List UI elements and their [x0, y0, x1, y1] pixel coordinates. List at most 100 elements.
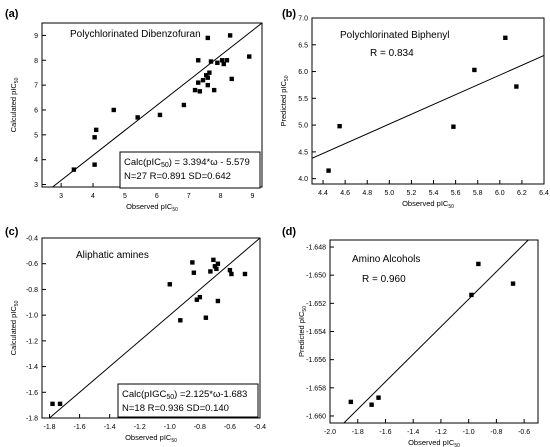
panel-label: (b)	[282, 8, 296, 20]
x-tick-label: -0.8	[490, 429, 502, 436]
y-axis-label: Calculated pIC50	[9, 300, 20, 355]
data-point	[194, 297, 200, 302]
y-axis-label: Predicted pIC50	[279, 75, 290, 126]
x-tick-label: 4.6	[340, 190, 350, 197]
y-tick-label: 4.5	[298, 149, 308, 156]
data-point	[207, 70, 212, 75]
data-point	[192, 87, 198, 93]
x-tick-label: -0.8	[194, 424, 206, 431]
y-tick-label: 6.5	[298, 42, 308, 49]
data-point	[205, 75, 210, 80]
data-point	[224, 58, 230, 63]
fit-line	[48, 238, 260, 418]
chart-panel: 3 4 5 6 7 8 9 3 4 5 6 7 8 9 (a) Polychlorinated Dibenzo…	[5, 8, 263, 213]
x-tick-label: -1.0	[164, 424, 176, 431]
x-axis-label: Observed pIC50	[408, 438, 460, 447]
y-tick-label: 4	[34, 157, 38, 164]
x-tick-label: 5	[123, 193, 127, 200]
data-point	[369, 402, 374, 407]
y-axis-label: Calculated pIC50	[9, 77, 20, 132]
y-tick-label: -1.660	[306, 413, 326, 420]
data-point	[215, 261, 221, 266]
data-point	[211, 257, 216, 263]
data-point	[227, 267, 233, 273]
x-tick-label: 5.8	[473, 190, 483, 197]
data-point	[204, 72, 209, 78]
x-axis-label: Observed pIC50	[402, 199, 454, 210]
data-point	[203, 315, 209, 320]
data-point	[135, 115, 140, 120]
y-tick-label: -1.2	[26, 338, 38, 345]
data-point	[229, 271, 234, 277]
data-point	[212, 264, 218, 269]
x-axis-label: Observed pIC50	[126, 202, 178, 213]
data-point	[215, 60, 220, 65]
data-point	[57, 401, 63, 407]
data-point	[196, 80, 201, 85]
data-point	[211, 87, 217, 93]
x-tick-label: 3	[59, 193, 63, 200]
x-tick-label: 6	[155, 193, 159, 200]
panel-label: (d)	[282, 226, 296, 238]
chart-title: Polychlorinated Dibenzofuran	[70, 29, 201, 40]
y-tick-label: 7	[34, 83, 38, 90]
data-point	[472, 67, 477, 73]
y-tick-label: -1.654	[306, 329, 326, 336]
y-tick-label: -0.8	[26, 287, 38, 294]
data-point	[205, 35, 210, 41]
data-point	[111, 107, 116, 113]
annotation-line: N=18 R=0.936 SD=0.140	[122, 403, 229, 414]
data-point	[71, 167, 77, 172]
x-tick-label: -1.2	[435, 429, 447, 436]
data-point	[247, 54, 252, 59]
x-tick-label: 5.0	[384, 190, 394, 197]
data-point	[510, 281, 516, 286]
chart-title: Amino Alcohols	[352, 254, 420, 265]
x-tick-label: 4.8	[362, 190, 372, 197]
data-point	[196, 58, 201, 63]
data-point	[514, 84, 519, 89]
plot-frame	[329, 239, 539, 424]
y-tick-label: 5.0	[298, 123, 308, 130]
x-tick-label: 8	[219, 193, 223, 200]
plot-frame	[41, 237, 261, 419]
annotation-line: Calc(pIC50) = 3.394*ω - 5.579	[124, 157, 250, 169]
x-tick-label: -2.0	[324, 429, 336, 436]
x-tick-label: 4	[91, 193, 95, 200]
data-point	[242, 271, 248, 277]
chart-panel: 4.4 4.6 4.8 5.0 5.2 5.4 5.6 5.8 6.0 6.2 6.4 4.0 4.5 5…	[279, 8, 549, 210]
x-axis-label: Observed pIC50	[125, 433, 177, 444]
y-tick-label: 6	[34, 107, 38, 114]
y-tick-label: 6.0	[298, 69, 308, 76]
y-tick-label: 9	[34, 33, 38, 40]
x-tick-label: -1.8	[43, 424, 55, 431]
x-tick-label: 5.2	[407, 190, 417, 197]
chart-title: Polychlorinated Biphenyl	[340, 30, 450, 41]
y-tick-label: -1.650	[306, 273, 326, 280]
x-tick-label: -1.6	[74, 424, 86, 431]
data-point	[208, 269, 213, 274]
data-point	[451, 124, 456, 129]
data-point	[214, 266, 219, 272]
x-tick-label: 7	[187, 193, 191, 200]
data-point	[219, 58, 225, 63]
x-tick-label: 5.6	[451, 190, 461, 197]
data-point	[348, 399, 353, 405]
data-point	[227, 33, 233, 38]
fit-line	[343, 240, 529, 423]
y-axis-label: Predicted pIC50	[297, 306, 308, 357]
x-tick-label: -1.4	[104, 424, 116, 431]
data-point	[200, 77, 206, 83]
data-point	[167, 282, 172, 287]
data-point	[92, 162, 97, 167]
fit-line	[51, 23, 262, 187]
data-point	[92, 135, 97, 140]
data-point	[157, 112, 163, 118]
x-tick-label: -0.6	[224, 424, 236, 431]
data-point	[215, 298, 221, 304]
x-tick-label: 4.4	[318, 190, 328, 197]
data-point	[181, 102, 187, 108]
data-point	[205, 82, 210, 88]
plot-frame	[311, 17, 545, 185]
y-tick-label: 3	[34, 182, 38, 189]
